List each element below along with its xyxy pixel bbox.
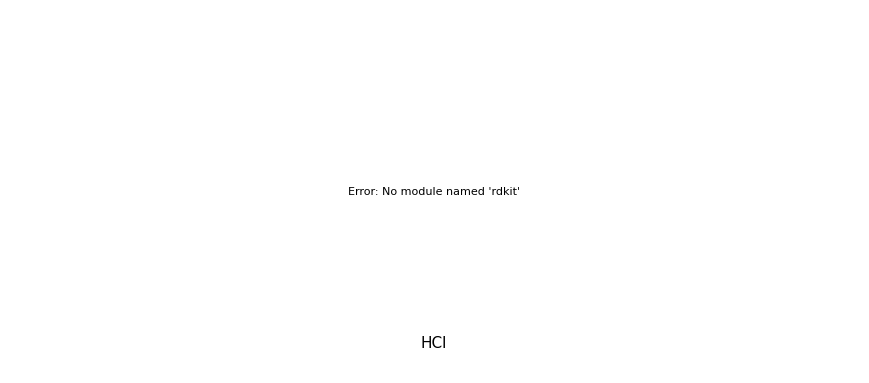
Text: HCl: HCl: [421, 336, 448, 350]
Text: Error: No module named 'rdkit': Error: No module named 'rdkit': [348, 187, 520, 197]
